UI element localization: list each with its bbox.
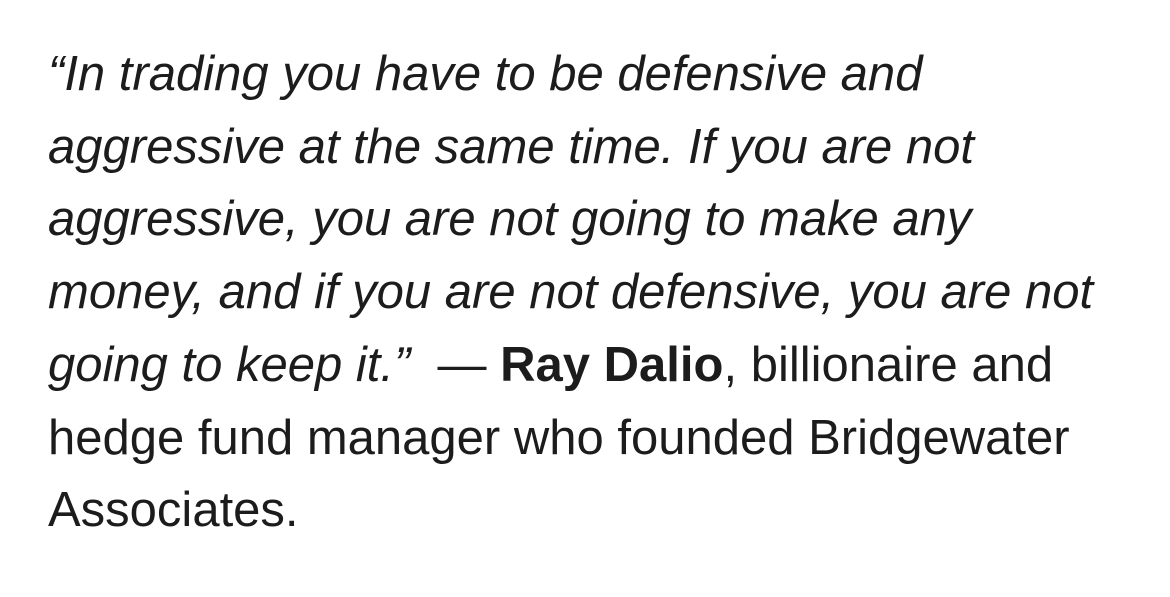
author-name: Ray Dalio xyxy=(500,337,724,392)
author-comma: , xyxy=(723,337,738,392)
author-description: billionaire and hedge fund manager who f… xyxy=(48,337,1070,538)
attribution-dash: — xyxy=(437,337,487,392)
quote-text: “In trading you have to be defensive and… xyxy=(48,47,1094,392)
